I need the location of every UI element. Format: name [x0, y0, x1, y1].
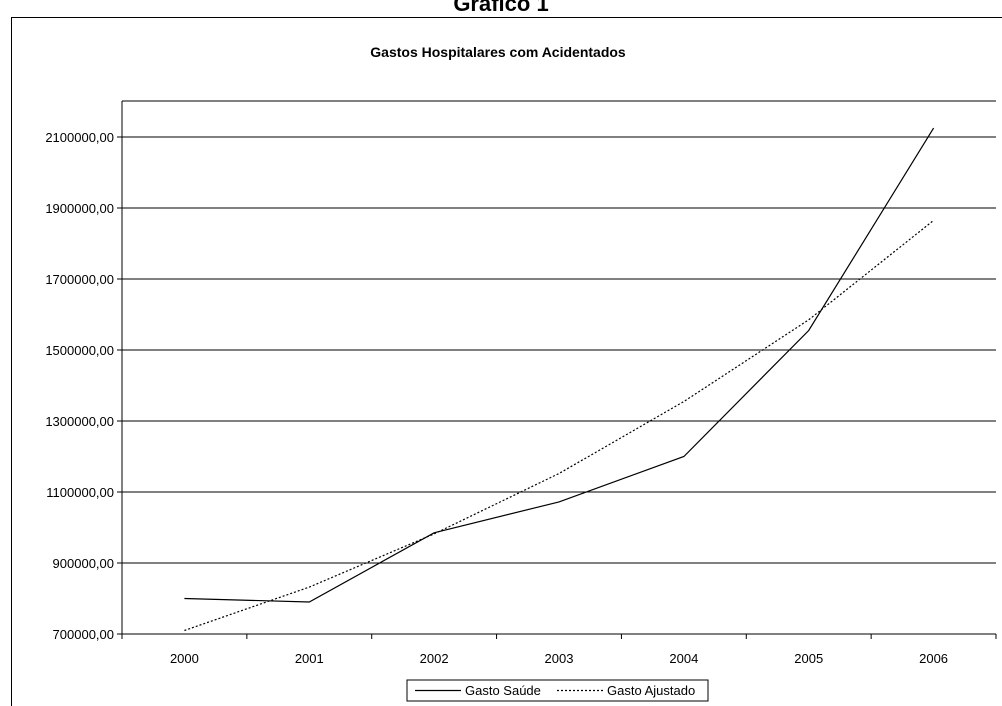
x-tick-label: 2003 [545, 651, 574, 666]
chart-frame [11, 17, 1002, 706]
x-tick-label: 2002 [420, 651, 449, 666]
series-line-gasto-ajustado [184, 219, 934, 632]
y-tick-label: 900000,00 [53, 556, 114, 571]
legend-label: Gasto Saúde [465, 683, 541, 698]
y-tick-label: 1500000,00 [45, 343, 114, 358]
y-tick-label: 1900000,00 [45, 201, 114, 216]
series-lines [184, 127, 935, 632]
x-tick-label: 2004 [669, 651, 698, 666]
x-tick-label: 2000 [170, 651, 199, 666]
x-tick-label: 2006 [919, 651, 948, 666]
x-tick-label: 2005 [794, 651, 823, 666]
y-tick-label: 2100000,00 [45, 130, 114, 145]
figure-heading: Gráfico 1 [453, 0, 549, 16]
y-tick-label: 1100000,00 [46, 485, 114, 500]
series-line-gasto-saude [184, 127, 935, 603]
y-tick-label: 700000,00 [53, 627, 114, 642]
legend: Gasto Saúde Gasto Ajustado [406, 679, 709, 702]
legend-label: Gasto Ajustado [607, 683, 695, 698]
y-tick-label: 1300000,00 [45, 414, 114, 429]
gridlines [122, 100, 996, 635]
chart-title: Gastos Hospitalares com Acidentados [370, 44, 626, 60]
y-tick-label: 1700000,00 [45, 272, 114, 287]
x-tick-label: 2001 [295, 651, 324, 666]
axes: 700000,00 900000,00 1100000,00 1300000,00 15… [45, 101, 997, 666]
